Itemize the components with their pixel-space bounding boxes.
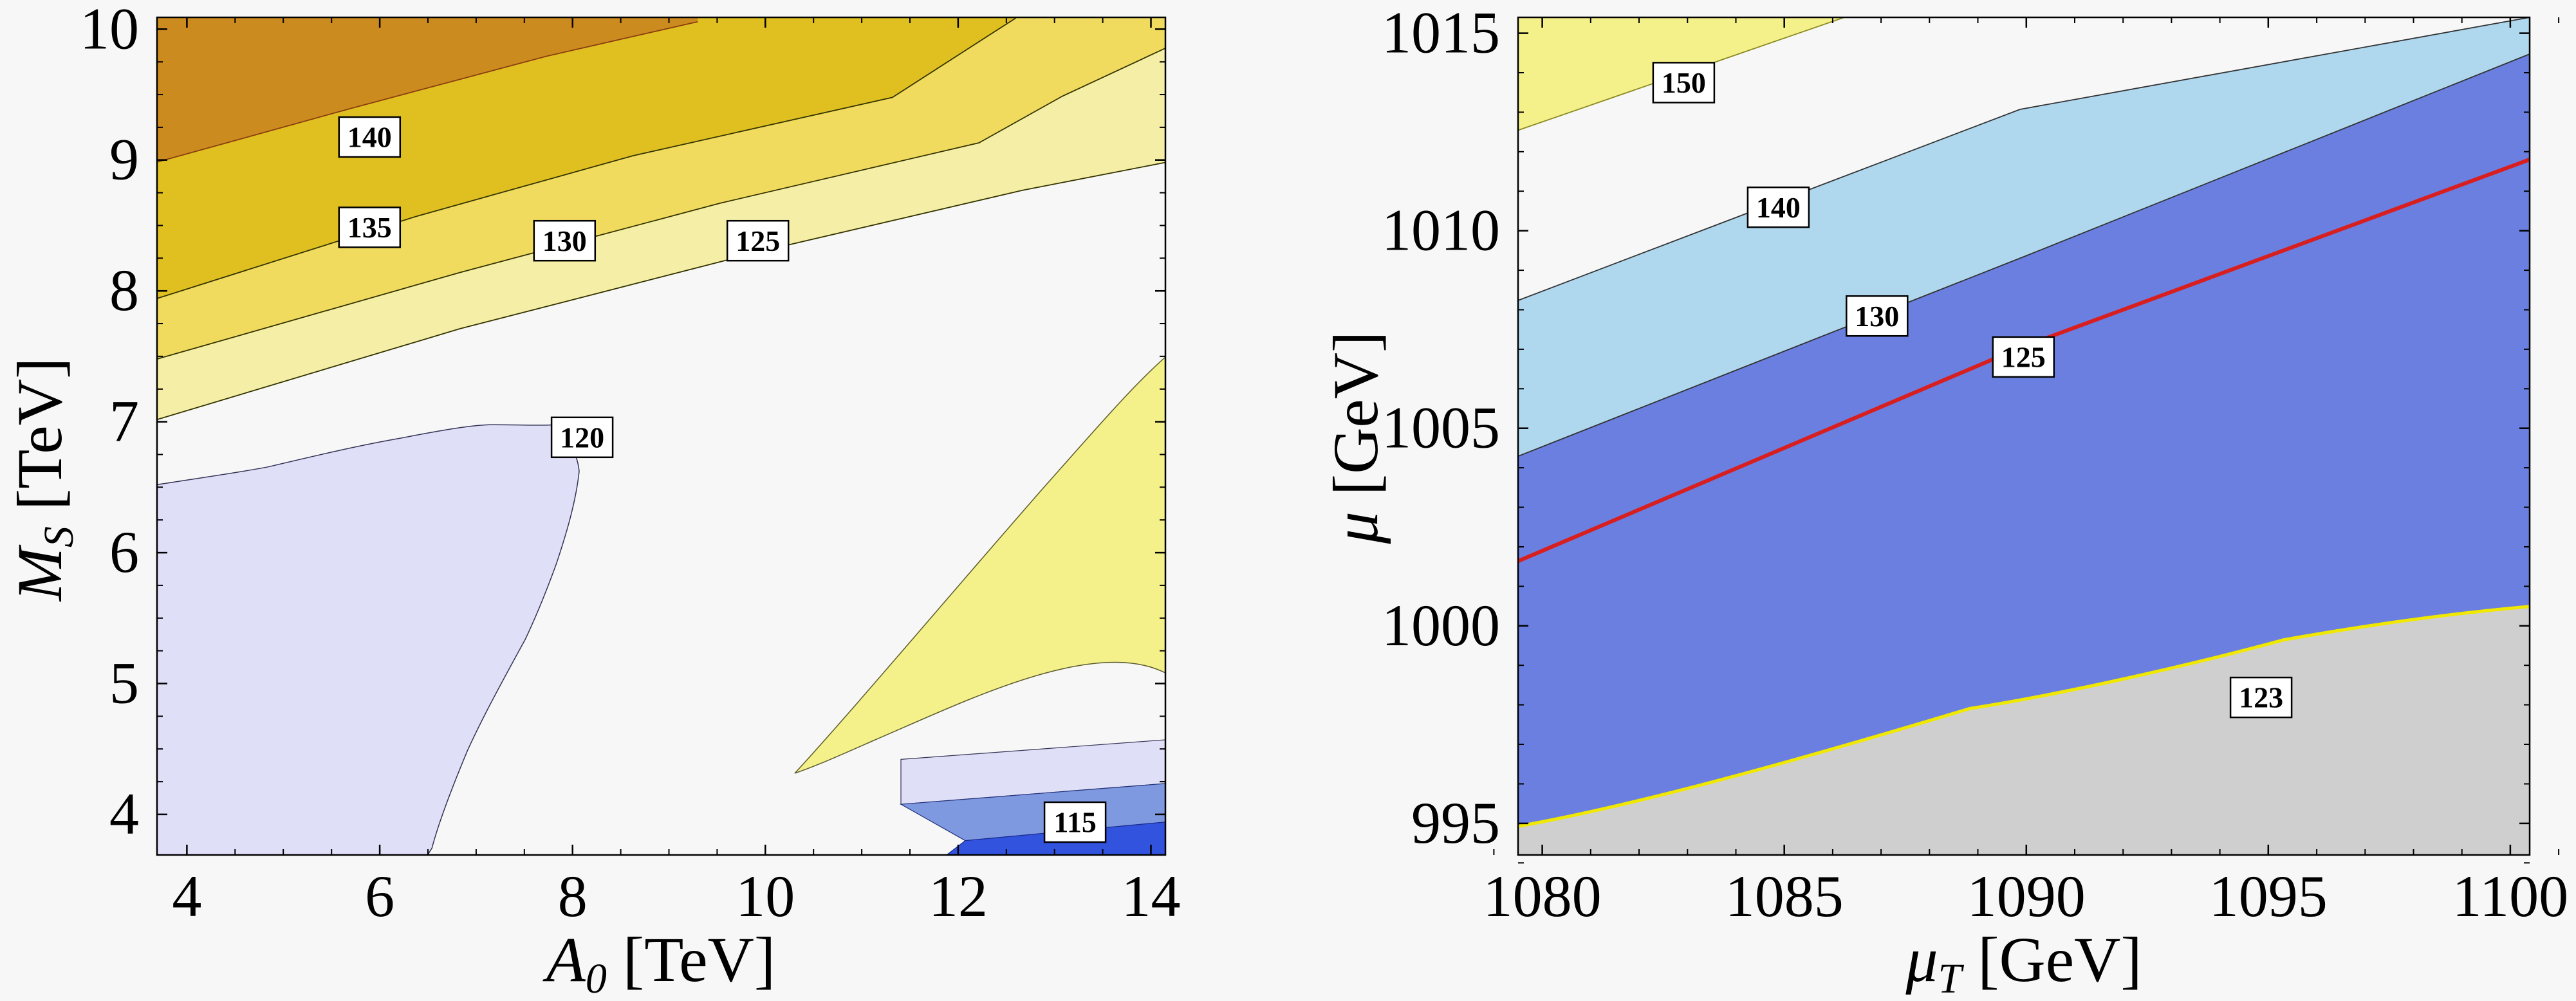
- svg-text:7: 7: [109, 389, 139, 454]
- svg-text:14: 14: [1122, 863, 1181, 929]
- svg-text:9: 9: [109, 127, 139, 192]
- svg-text:1010: 1010: [1382, 197, 1500, 263]
- svg-text:1005: 1005: [1382, 395, 1500, 461]
- svg-text:8: 8: [558, 863, 588, 929]
- svg-text:130: 130: [542, 225, 587, 257]
- svg-text:115: 115: [1053, 806, 1096, 839]
- svg-text:120: 120: [560, 421, 604, 454]
- svg-text:MS [TeV]: MS [TeV]: [4, 358, 82, 603]
- svg-text:130: 130: [1855, 300, 1899, 333]
- svg-text:123: 123: [2239, 681, 2283, 714]
- svg-text:4: 4: [109, 781, 139, 847]
- svg-text:140: 140: [347, 121, 392, 154]
- svg-text:150: 150: [1662, 66, 1706, 99]
- svg-text:995: 995: [1411, 790, 1500, 856]
- svg-text:A0 [TeV]: A0 [TeV]: [542, 924, 775, 1001]
- svg-text:1100: 1100: [2452, 863, 2569, 929]
- svg-text:4: 4: [172, 863, 201, 929]
- svg-text:1095: 1095: [2209, 863, 2328, 929]
- svg-text:1000: 1000: [1382, 592, 1500, 658]
- svg-text:10: 10: [736, 863, 795, 929]
- svg-text:6: 6: [365, 863, 394, 929]
- svg-text:10: 10: [80, 0, 139, 61]
- svg-text:1090: 1090: [1967, 863, 2086, 929]
- svg-text:1085: 1085: [1725, 863, 1844, 929]
- svg-text:1015: 1015: [1382, 0, 1500, 66]
- svg-text:125: 125: [736, 225, 780, 257]
- svg-text:6: 6: [109, 519, 139, 585]
- svg-text:140: 140: [1756, 191, 1801, 224]
- svg-text:8: 8: [109, 257, 139, 323]
- svg-text:12: 12: [929, 863, 988, 929]
- svg-text:5: 5: [109, 650, 139, 716]
- svg-text:135: 135: [347, 211, 392, 244]
- svg-text:1080: 1080: [1483, 863, 1602, 929]
- svg-text:125: 125: [2001, 341, 2046, 374]
- svg-text:μ [GeV]: μ [GeV]: [1320, 331, 1391, 545]
